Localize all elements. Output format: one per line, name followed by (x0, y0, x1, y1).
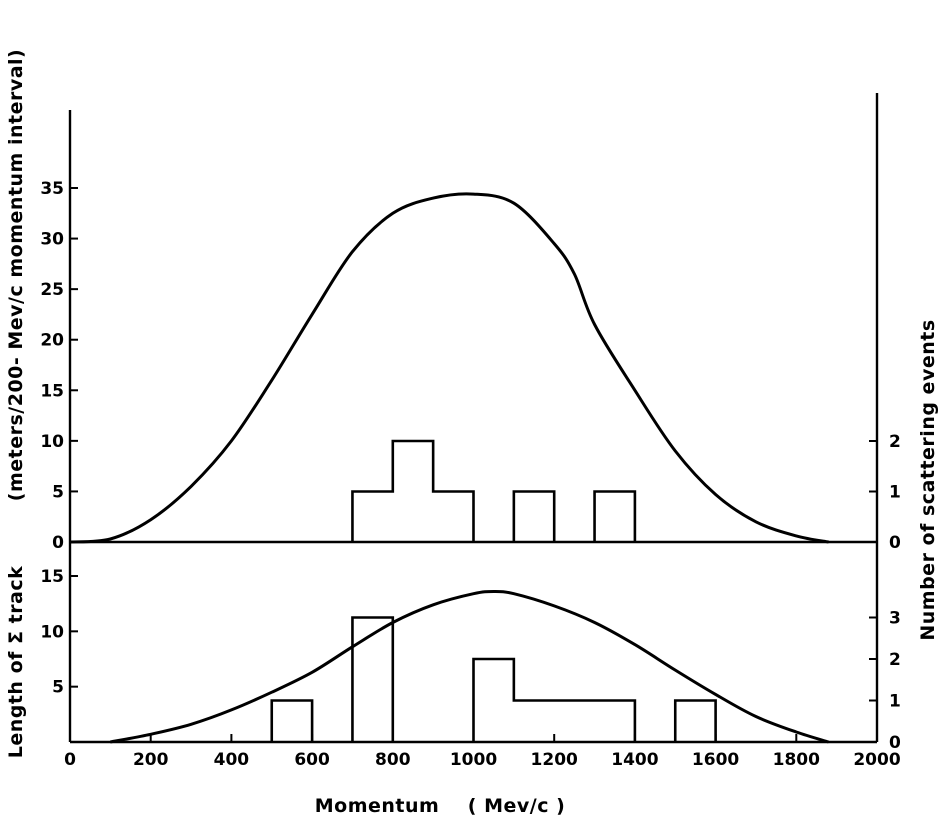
y-left-tick-label-lower: 15 (40, 567, 64, 587)
x-tick-label: 2000 (853, 750, 900, 770)
y-right-tick-label-lower: 1 (889, 692, 901, 712)
y-right-tick-label-upper: 1 (889, 483, 901, 503)
y-right-tick-label-lower: 2 (889, 650, 901, 670)
upper-curve (69, 192, 829, 544)
y-right-tick-label-lower: 3 (889, 609, 901, 629)
x-tick-label: 400 (214, 750, 250, 770)
y-left-tick-label-upper: 5 (52, 482, 64, 502)
y-left-tick-label-upper: 15 (40, 381, 64, 401)
y-left-tick-label-upper: 10 (40, 432, 64, 452)
y-right-tick-label-lower: 0 (889, 733, 901, 753)
y-left-tick-label-lower: 5 (52, 678, 64, 698)
x-tick-label: 1000 (450, 750, 497, 770)
x-tick-label: 200 (133, 750, 169, 770)
upper-histogram (351, 439, 637, 542)
y-axis-title-right: Number of scattering events (917, 319, 939, 640)
x-tick-label: 1800 (773, 750, 820, 770)
y-left-tick-label-upper: 25 (40, 280, 64, 300)
y-left-tick-label-upper: 30 (40, 230, 64, 250)
x-tick-label: 1600 (692, 750, 739, 770)
y-left-tick-label-lower: 10 (40, 622, 64, 642)
lower-histogram (270, 616, 717, 742)
x-tick-label: 600 (294, 750, 330, 770)
lower-panel (110, 589, 830, 744)
y-axis-title-lower: Length of Σ track (5, 566, 27, 759)
y-left-tick-label-upper: 20 (40, 331, 64, 351)
x-axis-title: Momentum ( Mev/c ) (315, 795, 566, 817)
y-axis-title-upper: (meters/200- Mev/c momentum interval) (5, 49, 27, 501)
x-tick-label: 1200 (531, 750, 578, 770)
ticks: 0 200 400 600 800 1000 1200 1400 1600 1800 2000051… (40, 179, 901, 770)
x-tick-label: 800 (375, 750, 411, 770)
upper-panel (69, 192, 829, 544)
x-tick-label: 0 (64, 750, 76, 770)
lower-curve (110, 589, 830, 744)
y-right-tick-label-upper: 2 (889, 432, 901, 452)
y-left-tick-label-upper: 0 (52, 533, 64, 553)
axes (68, 93, 879, 744)
y-right-tick-label-upper: 0 (889, 533, 901, 553)
y-left-tick-label-upper: 35 (40, 179, 64, 199)
x-tick-label: 1400 (611, 750, 658, 770)
